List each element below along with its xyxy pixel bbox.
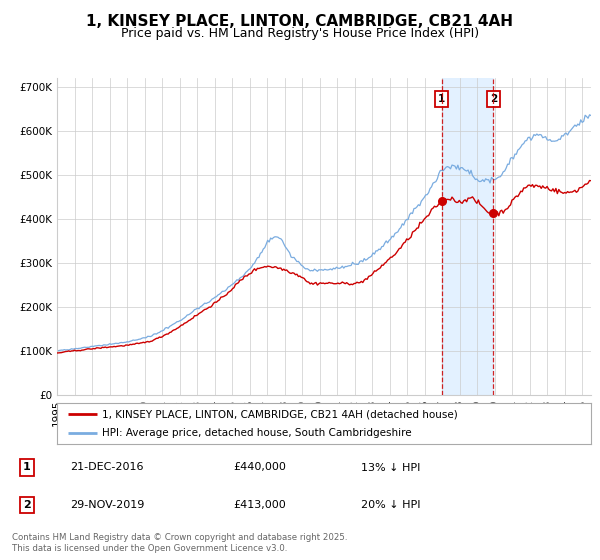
Text: 20% ↓ HPI: 20% ↓ HPI xyxy=(361,500,421,510)
Text: HPI: Average price, detached house, South Cambridgeshire: HPI: Average price, detached house, Sout… xyxy=(103,428,412,438)
Text: £440,000: £440,000 xyxy=(233,463,286,473)
Text: Price paid vs. HM Land Registry's House Price Index (HPI): Price paid vs. HM Land Registry's House … xyxy=(121,27,479,40)
Text: 29-NOV-2019: 29-NOV-2019 xyxy=(70,500,145,510)
Text: 21-DEC-2016: 21-DEC-2016 xyxy=(70,463,144,473)
Text: 1, KINSEY PLACE, LINTON, CAMBRIDGE, CB21 4AH (detached house): 1, KINSEY PLACE, LINTON, CAMBRIDGE, CB21… xyxy=(103,409,458,419)
Text: 13% ↓ HPI: 13% ↓ HPI xyxy=(361,463,421,473)
Bar xyxy=(442,78,493,395)
Text: 1: 1 xyxy=(438,94,445,104)
Text: £413,000: £413,000 xyxy=(233,500,286,510)
Text: 2: 2 xyxy=(490,94,497,104)
Text: 1: 1 xyxy=(23,463,31,473)
Text: 2: 2 xyxy=(23,500,31,510)
Text: Contains HM Land Registry data © Crown copyright and database right 2025.
This d: Contains HM Land Registry data © Crown c… xyxy=(12,533,347,553)
Text: 1, KINSEY PLACE, LINTON, CAMBRIDGE, CB21 4AH: 1, KINSEY PLACE, LINTON, CAMBRIDGE, CB21… xyxy=(86,14,514,29)
